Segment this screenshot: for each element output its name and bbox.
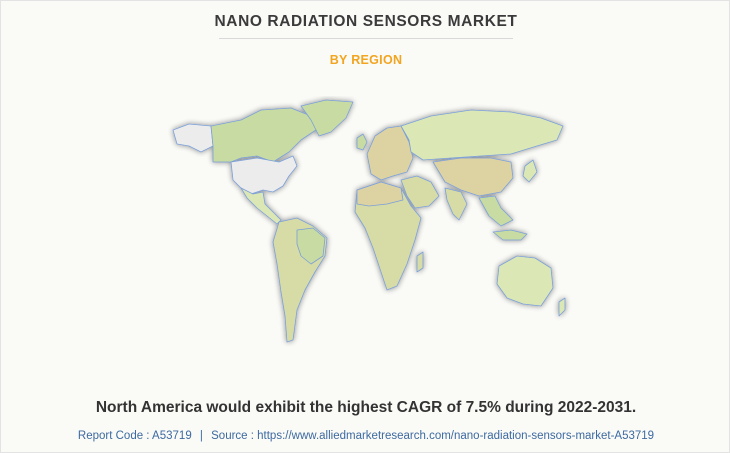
madagascar-region [416,251,424,273]
page-title: NANO RADIATION SENSORS MARKET [214,13,518,30]
uk-region [356,133,368,151]
europe-region [366,125,414,181]
southeast-asia-region [478,195,514,227]
source-link[interactable]: Source : https://www.alliedmarketresearc… [211,430,655,442]
report-code: Report Code : A53719 [77,430,192,442]
africa-region [354,181,422,291]
china-region [432,157,514,197]
australia-region [496,255,554,307]
north-africa-region [356,181,404,207]
japan-region [522,159,538,183]
mexico-region [240,187,282,225]
key-finding: North America would exhibit the highest … [95,399,637,416]
canada-region [210,107,317,163]
new-zealand-region [558,297,566,317]
world-map [172,99,566,343]
russia-region [400,109,564,161]
source-footer: Report Code : A53719 | Source : https://… [1,430,730,442]
indonesia-region [492,229,528,241]
title-divider [219,38,513,39]
alaska-region [172,123,214,153]
page-subtitle: BY REGION [329,53,403,67]
greenland-region [300,99,354,137]
footer-separator: | [199,430,203,442]
brazil-region [296,227,326,265]
middle-east-region [400,175,440,209]
india-region [444,187,468,221]
